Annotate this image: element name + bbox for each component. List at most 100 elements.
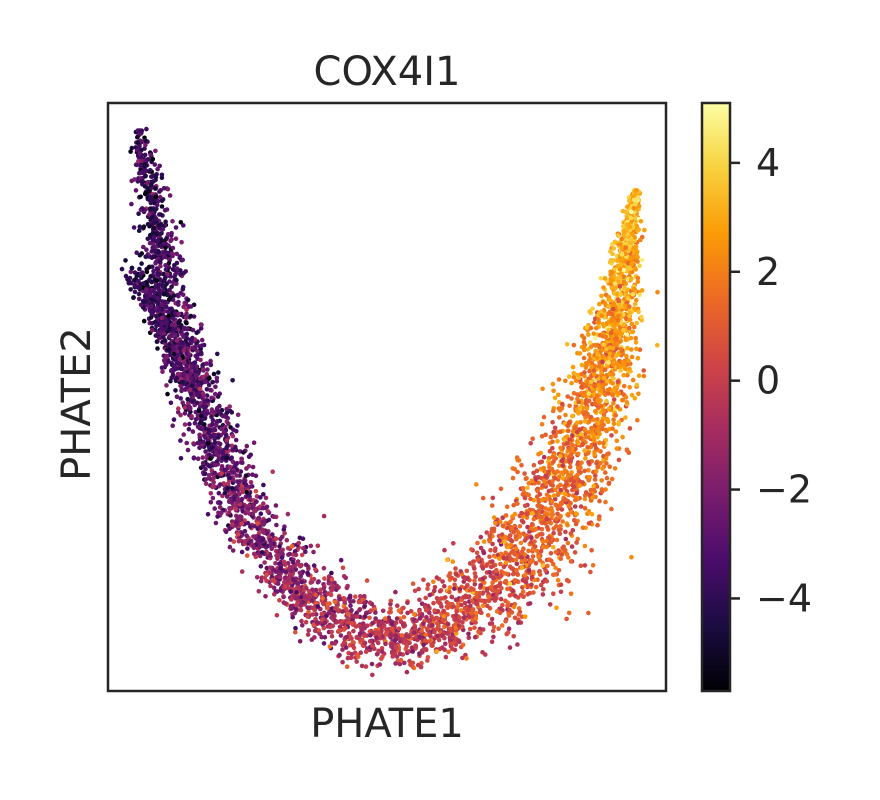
scatter-point <box>396 626 402 631</box>
scatter-point <box>165 391 170 397</box>
scatter-point <box>221 455 227 461</box>
scatter-point <box>621 274 626 280</box>
scatter-point <box>151 179 156 184</box>
scatter-point <box>539 531 545 537</box>
scatter-point <box>293 606 299 612</box>
scatter-point <box>627 325 632 331</box>
scatter-point <box>556 377 562 382</box>
scatter-point <box>326 610 332 616</box>
scatter-point <box>578 420 583 425</box>
scatter-point <box>443 654 449 660</box>
scatter-point <box>529 521 535 527</box>
scatter-point <box>151 234 157 240</box>
scatter-point <box>345 611 351 617</box>
scatter-point <box>241 450 246 455</box>
scatter-point <box>624 400 630 405</box>
scatter-point <box>631 245 636 251</box>
scatter-point <box>244 533 249 538</box>
scatter-point <box>491 634 496 640</box>
scatter-point <box>401 638 407 644</box>
scatter-point <box>165 271 170 277</box>
scatter-point <box>550 381 556 387</box>
scatter-point <box>549 488 554 493</box>
scatter-point <box>616 299 621 305</box>
scatter-point <box>584 410 589 416</box>
scatter-point <box>443 641 448 647</box>
scatter-point <box>511 530 516 535</box>
scatter-point <box>575 465 581 471</box>
scatter-point <box>517 534 522 539</box>
scatter-point <box>540 544 546 550</box>
scatter-point <box>528 539 534 545</box>
scatter-point <box>157 259 163 264</box>
scatter-point <box>514 567 519 573</box>
scatter-point <box>574 429 580 435</box>
scatter-point <box>207 452 212 457</box>
scatter-point <box>481 539 487 544</box>
chart-title: COX4I1 <box>314 49 461 95</box>
scatter-point <box>502 570 507 576</box>
scatter-point <box>543 497 549 502</box>
scatter-point <box>609 433 614 438</box>
scatter-point <box>615 258 620 264</box>
scatter-point <box>187 421 192 427</box>
scatter-point <box>586 477 592 483</box>
scatter-point <box>614 446 620 451</box>
scatter-point <box>225 481 231 487</box>
scatter-point <box>251 440 257 446</box>
scatter-point <box>591 368 597 373</box>
scatter-point <box>496 626 501 631</box>
scatter-point <box>609 506 614 512</box>
scatter-point <box>544 544 549 550</box>
scatter-point <box>620 434 625 440</box>
scatter-point <box>143 168 149 173</box>
scatter-point <box>531 462 537 468</box>
scatter-point <box>609 318 615 324</box>
scatter-point <box>555 438 560 444</box>
scatter-point <box>287 551 293 557</box>
scatter-point <box>148 207 153 212</box>
scatter-point <box>407 658 412 664</box>
scatter-point <box>281 527 287 532</box>
scatter-point <box>205 441 211 446</box>
scatter-point <box>548 551 554 556</box>
scatter-point <box>139 206 145 211</box>
scatter-point <box>512 466 518 472</box>
scatter-point <box>528 560 533 565</box>
scatter-point <box>440 617 446 623</box>
scatter-point <box>158 212 163 217</box>
scatter-point <box>231 539 237 544</box>
scatter-point <box>586 398 592 404</box>
scatter-point <box>143 142 148 148</box>
scatter-point <box>413 643 419 649</box>
scatter-point <box>165 186 171 192</box>
scatter-point <box>584 406 590 412</box>
scatter-point <box>543 506 548 511</box>
scatter-point <box>321 513 327 519</box>
scatter-point <box>208 500 214 505</box>
scatter-point <box>168 238 173 244</box>
scatter-point <box>553 434 558 439</box>
scatter-point <box>474 590 479 596</box>
scatter-point <box>340 565 346 571</box>
scatter-point <box>551 459 556 464</box>
scatter-point <box>554 605 559 611</box>
scatter-point <box>506 626 512 631</box>
scatter-point <box>539 422 545 427</box>
scatter-point <box>639 314 644 320</box>
scatter-point <box>456 623 462 628</box>
scatter-point <box>583 401 588 406</box>
scatter-point <box>488 547 493 553</box>
scatter-point <box>515 595 521 600</box>
scatter-point <box>533 526 539 532</box>
scatter-point <box>144 126 149 132</box>
scatter-point <box>166 297 172 303</box>
scatter-point <box>225 473 231 478</box>
scatter-point <box>549 499 555 504</box>
scatter-point <box>163 263 168 268</box>
scatter-point <box>592 383 597 389</box>
scatter-point <box>487 554 492 559</box>
scatter-point <box>227 526 232 532</box>
scatter-point <box>631 206 637 211</box>
scatter-point <box>157 163 162 169</box>
